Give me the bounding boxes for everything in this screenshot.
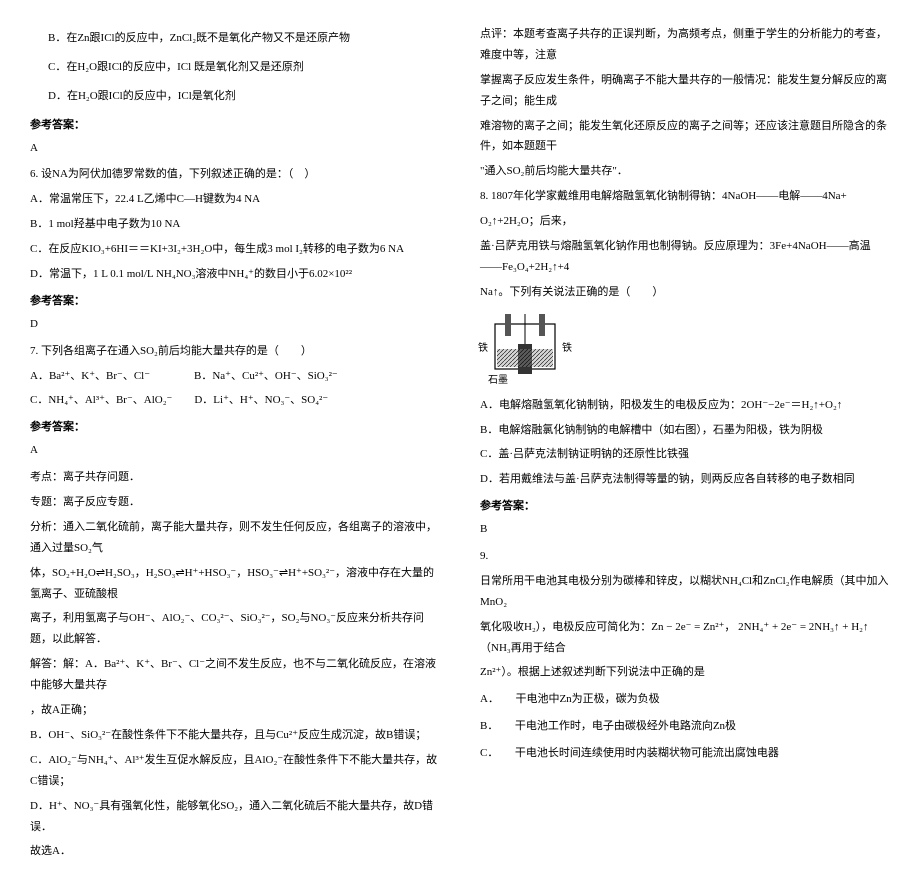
comment-line-4: "通入SO₂前后均能大量共存"． [480, 161, 890, 182]
comment-line-2: 掌握离子反应发生条件，明确离子不能大量共存的一般情况：能发生复分解反应的离子之间… [480, 70, 890, 112]
q9-option-a: A． 干电池中Zn为正极，碳为负极 [480, 689, 890, 710]
diagram-label-bottom: 石墨 [488, 371, 508, 390]
q6-option-a: A．常温常压下，22.4 L乙烯中C—H键数为4 NA [30, 189, 440, 210]
explain-line-1: 考点：离子共存问题． [30, 467, 440, 488]
answer-label-2: 参考答案： [30, 291, 440, 312]
q6-option-b: B．1 mol羟基中电子数为10 NA [30, 214, 440, 235]
q8-line-2: O₂↑+2H₂O；后来， [480, 211, 890, 232]
q6-option-d: D．常温下，1 L 0.1 mol/L NH₄NO₃溶液中NH₄⁺的数目小于6.… [30, 264, 440, 285]
answer-value-4: B [480, 519, 890, 540]
comment-line-3: 难溶物的离子之间；能发生氧化还原反应的离子之间等；还应该注意题目所隐含的条件，如… [480, 116, 890, 158]
left-column: B．在Zn跟ICl的反应中，ZnCl₂既不是氧化产物又不是还原产物 C．在H₂O… [30, 20, 440, 866]
answer-value-2: D [30, 314, 440, 335]
q9-option-c: C． 干电池长时间连续使用时内装糊状物可能流出腐蚀电器 [480, 743, 890, 764]
q5-option-b: B．在Zn跟ICl的反应中，ZnCl₂既不是氧化产物又不是还原产物 [48, 28, 440, 49]
answer-value-3: A [30, 440, 440, 461]
q8-option-d: D．若用戴维法与盖·吕萨克法制得等量的钠，则两反应各自转移的电子数相同 [480, 469, 890, 490]
comment-line-1: 点评：本题考查离子共存的正误判断，为高频考点，侧重于学生的分析能力的考查，难度中… [480, 24, 890, 66]
explain-line-5: 离子，利用氢离子与OH⁻、AlO₂⁻、CO₃²⁻、SiO₃²⁻，SO₂与NO₃⁻… [30, 608, 440, 650]
explain-line-10: D．H⁺、NO₃⁻具有强氧化性，能够氧化SO₂，通入二氧化硫后不能大量共存，故D… [30, 796, 440, 838]
q9-line-3: Zn²⁺）。根据上述叙述判断下列说法中正确的是 [480, 662, 890, 683]
q5-option-d: D．在H₂O跟ICl的反应中，ICl是氧化剂 [48, 86, 440, 107]
explain-line-7: ，故A正确； [30, 700, 440, 721]
q7-options-ab: A．Ba²⁺、K⁺、Br⁻、Cl⁻ B．Na⁺、Cu²⁺、OH⁻、SiO₃²⁻ [30, 366, 440, 387]
q9-line-1: 日常所用干电池其电极分别为碳棒和锌皮，以糊状NH₄Cl和ZnCl₂作电解质（其中… [480, 571, 890, 613]
q8-line-4: Na↑。下列有关说法正确的是（ ） [480, 282, 890, 303]
q8-line-3: 盖·吕萨克用铁与熔融氢氧化钠作用也制得钠。反应原理为：3Fe+4NaOH——高温… [480, 236, 890, 278]
explain-line-9: C．AlO₂⁻与NH₄⁺、Al³⁺发生互促水解反应，且AlO₂⁻在酸性条件下不能… [30, 750, 440, 792]
q7-stem: 7. 下列各组离子在通入SO₂前后均能大量共存的是（ ） [30, 341, 440, 362]
electrolysis-diagram: 铁 铁 石墨 [480, 309, 570, 389]
q7-options-cd: C．NH₄⁺、Al³⁺、Br⁻、AlO₂⁻ D．Li⁺、H⁺、NO₃⁻、SO₄²… [30, 390, 440, 411]
q5-option-c: C．在H₂O跟ICl的反应中，ICl 既是氧化剂又是还原剂 [48, 57, 440, 78]
q9-head: 9. [480, 546, 890, 567]
diagram-label-right: 铁 [562, 339, 572, 358]
answer-label-4: 参考答案： [480, 496, 890, 517]
q8-option-b: B．电解熔融氯化钠制钠的电解槽中（如右图），石墨为阳极，铁为阴极 [480, 420, 890, 441]
explain-line-6: 解答：解：A．Ba²⁺、K⁺、Br⁻、Cl⁻之间不发生反应，也不与二氧化硫反应，… [30, 654, 440, 696]
explain-line-11: 故选A． [30, 841, 440, 862]
q6-option-c: C．在反应KIO₃+6HI＝＝KI+3I₂+3H₂O中，每生成3 mol I₂转… [30, 239, 440, 260]
explain-line-2: 专题：离子反应专题． [30, 492, 440, 513]
answer-label-1: 参考答案： [30, 115, 440, 136]
explain-line-8: B．OH⁻、SiO₃²⁻在酸性条件下不能大量共存，且与Cu²⁺反应生成沉淀，故B… [30, 725, 440, 746]
diagram-label-left: 铁 [478, 339, 488, 358]
q8-option-a: A．电解熔融氢氧化钠制钠，阳极发生的电极反应为：2OH⁻−2e⁻＝H₂↑+O₂↑ [480, 395, 890, 416]
right-column: 点评：本题考查离子共存的正误判断，为高频考点，侧重于学生的分析能力的考查，难度中… [480, 20, 890, 866]
q6-stem: 6. 设NA为阿伏加德罗常数的值，下列叙述正确的是：（ ） [30, 164, 440, 185]
q9-option-b: B． 干电池工作时，电子由碳极经外电路流向Zn极 [480, 716, 890, 737]
answer-label-3: 参考答案： [30, 417, 440, 438]
q8-option-c: C．盖·吕萨克法制钠证明钠的还原性比铁强 [480, 444, 890, 465]
q8-line-1: 8. 1807年化学家戴维用电解熔融氢氧化钠制得钠：4NaOH——电解——4Na… [480, 186, 890, 207]
explain-line-4: 体，SO₂+H₂O⇌H₂SO₃，H₂SO₃⇌H⁺+HSO₃⁻，HSO₃⁻⇌H⁺+… [30, 563, 440, 605]
explain-line-3: 分析：通入二氧化硫前，离子能大量共存，则不发生任何反应，各组离子的溶液中，通入过… [30, 517, 440, 559]
answer-value-1: A [30, 138, 440, 159]
q9-line-2: 氧化吸收H₂），电极反应可简化为：Zn − 2e⁻ = Zn²⁺， 2NH₄⁺ … [480, 617, 890, 659]
